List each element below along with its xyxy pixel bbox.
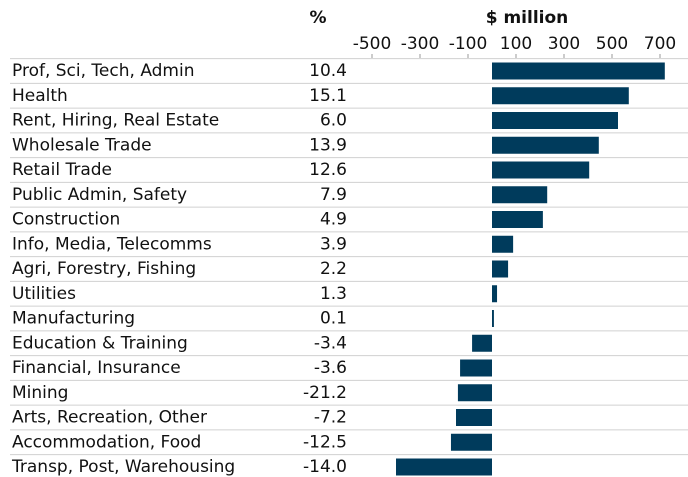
- x-tick-label: 700: [644, 34, 676, 54]
- category-label: Retail Trade: [12, 160, 112, 180]
- bar: [492, 87, 629, 105]
- category-label: Utilities: [12, 284, 76, 304]
- bar: [492, 62, 665, 80]
- pct-label: 7.9: [320, 185, 347, 205]
- category-label: Accommodation, Food: [12, 432, 201, 452]
- pct-label: -21.2: [303, 383, 347, 403]
- category-label: Financial, Insurance: [12, 358, 181, 378]
- category-label: Transp, Post, Warehousing: [11, 457, 235, 477]
- bar: [492, 112, 618, 129]
- x-tick-label: -100: [449, 34, 488, 54]
- pct-label: -14.0: [303, 457, 347, 477]
- pct-label: 1.3: [320, 284, 347, 304]
- pct-label: -3.6: [314, 358, 347, 378]
- category-label: Health: [12, 86, 68, 106]
- bar: [492, 235, 514, 253]
- x-tick-label: -300: [401, 34, 440, 54]
- pct-label: 0.1: [320, 309, 347, 329]
- category-label: Manufacturing: [12, 309, 135, 329]
- x-tick-label: 100: [500, 34, 532, 54]
- bar: [460, 359, 492, 377]
- pct-label: 13.9: [309, 135, 347, 155]
- category-label: Prof, Sci, Tech, Admin: [12, 61, 195, 81]
- value-header: $ million: [486, 8, 569, 28]
- bar: [492, 211, 543, 228]
- category-label: Wholesale Trade: [12, 135, 152, 155]
- bar: [492, 260, 509, 278]
- pct-label: 12.6: [309, 160, 347, 180]
- pct-label: 6.0: [320, 111, 347, 131]
- bar: [396, 458, 492, 476]
- category-label: Agri, Forestry, Fishing: [12, 259, 196, 279]
- bar: [450, 433, 492, 451]
- pct-label: -12.5: [303, 432, 347, 452]
- bar: [492, 136, 599, 154]
- x-tick-label: -500: [353, 34, 392, 54]
- category-label: Rent, Hiring, Real Estate: [12, 111, 219, 131]
- bar: [492, 285, 498, 303]
- pct-header: %: [309, 8, 326, 28]
- category-label: Mining: [12, 383, 68, 403]
- pct-label: 15.1: [309, 86, 347, 106]
- bar: [457, 384, 492, 402]
- bar: [492, 186, 548, 204]
- bar: [456, 409, 492, 426]
- category-label: Construction: [12, 210, 120, 230]
- pct-label: 3.9: [320, 234, 347, 254]
- category-label: Arts, Recreation, Other: [12, 408, 207, 428]
- x-tick-label: 500: [596, 34, 628, 54]
- pct-label: -7.2: [314, 408, 347, 428]
- category-label: Info, Media, Telecomms: [12, 234, 212, 254]
- bar: [472, 334, 492, 352]
- bar: [492, 161, 590, 179]
- bar: [492, 310, 494, 327]
- pct-label: 10.4: [309, 61, 347, 81]
- pct-label: 4.9: [320, 210, 347, 230]
- category-label: Public Admin, Safety: [12, 185, 187, 205]
- pct-label: 2.2: [320, 259, 347, 279]
- category-label: Education & Training: [12, 333, 188, 353]
- pct-label: -3.4: [314, 333, 347, 353]
- x-tick-label: 300: [548, 34, 580, 54]
